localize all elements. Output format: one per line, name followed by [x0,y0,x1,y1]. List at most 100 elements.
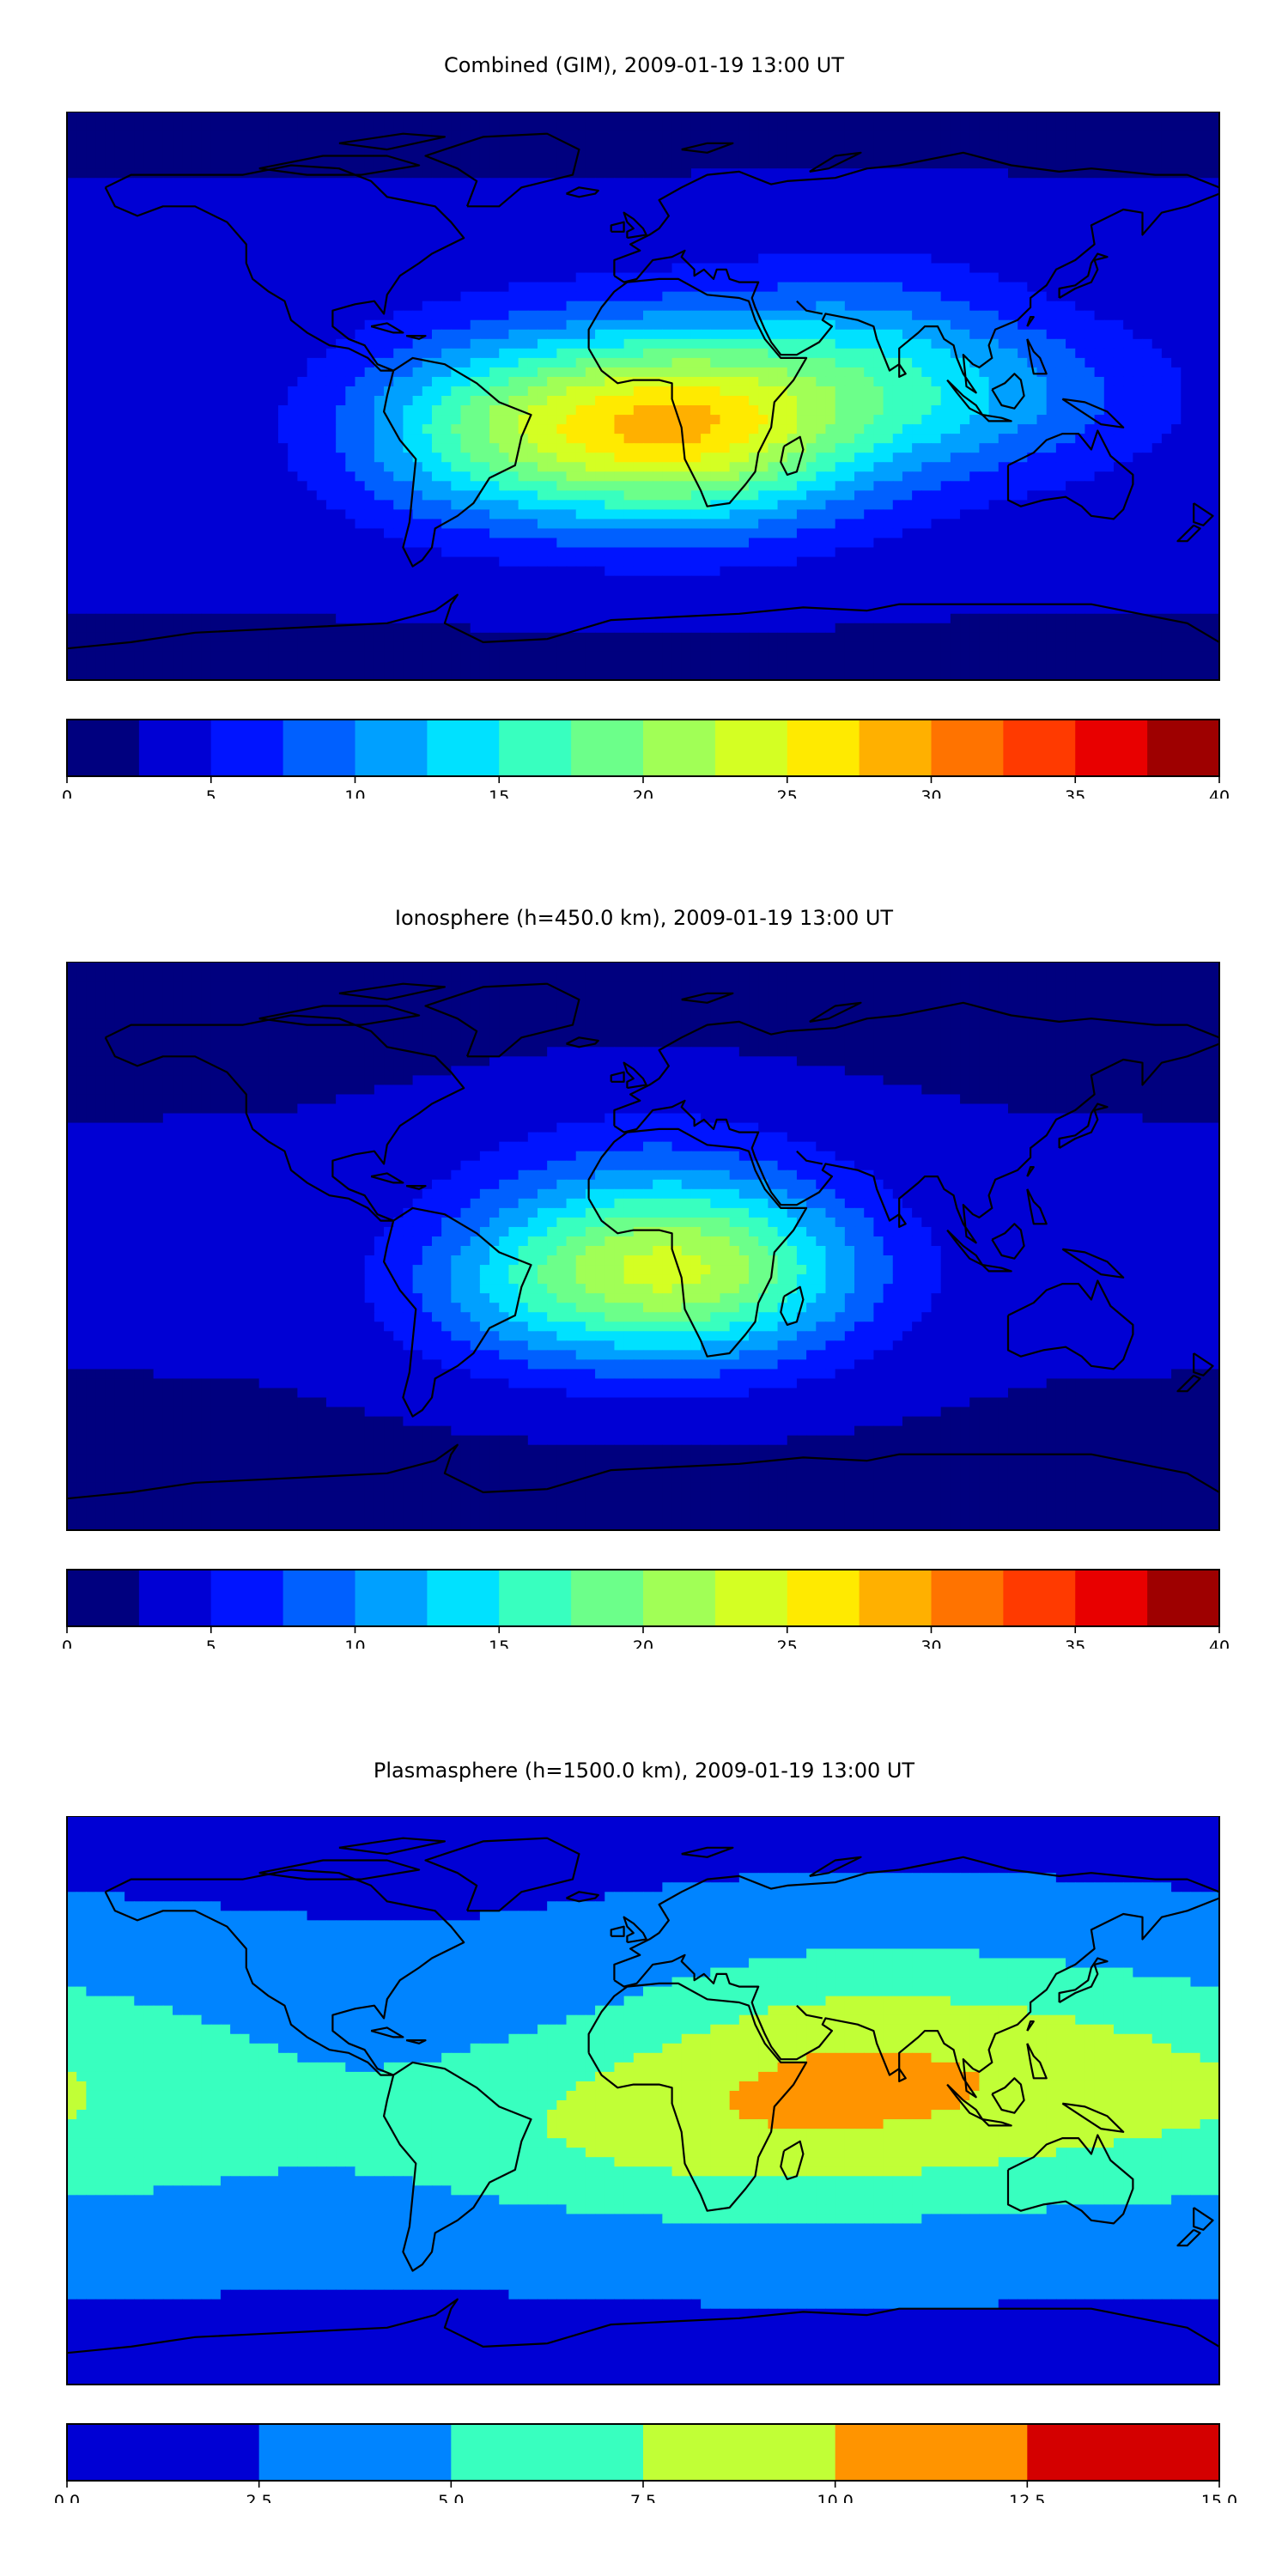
heatmap-cell [998,149,1009,160]
heatmap-cell [768,500,779,510]
heatmap-cell [268,396,279,406]
heatmap-cell [873,405,884,416]
heatmap-cell [297,282,308,293]
heatmap-cell [67,453,77,463]
heatmap-cell [768,244,779,255]
heatmap-cell [518,319,529,331]
heatmap-cell [690,225,702,236]
heatmap-cell [191,424,203,434]
heatmap-cell [825,187,836,197]
heatmap-cell [633,310,644,321]
heatmap-cell [114,471,125,482]
heatmap-cell [1075,149,1086,160]
heatmap-cell [355,471,366,482]
heatmap-cell [1007,263,1018,274]
heatmap-cell [125,367,135,378]
heatmap-cell [114,376,125,387]
heatmap-cell [67,197,77,207]
heatmap-cell [738,149,750,160]
heatmap-cell [364,263,375,274]
heatmap-cell [191,396,203,406]
heatmap-cell [114,443,125,453]
heatmap-cell [86,462,97,472]
heatmap-cell [278,301,289,312]
heatmap-cell [1027,415,1038,425]
heatmap-cell [1084,168,1096,179]
heatmap-cell [749,131,759,141]
heatmap-cell [1181,140,1192,150]
heatmap-cell [86,301,97,312]
heatmap-cell [201,149,212,160]
heatmap-cell [489,112,500,122]
heatmap-cell [403,263,414,274]
heatmap-cell [105,263,116,274]
heatmap-cell [768,357,779,368]
heatmap-cell [614,500,625,510]
heatmap-cell [806,216,817,226]
heatmap-cell [681,178,692,188]
heatmap-cell [384,291,394,302]
heatmap-cell [1190,149,1201,160]
heatmap-cell [134,348,145,359]
heatmap-cell [1190,234,1201,246]
heatmap-cell [758,234,769,246]
heatmap-cell [566,282,577,293]
heatmap-cell [537,216,548,226]
heatmap-cell [1018,443,1028,453]
heatmap-cell [1018,490,1028,501]
heatmap-cell [969,272,981,283]
heatmap-cell [816,149,827,160]
heatmap-cell [844,443,855,453]
heatmap-cell [873,348,884,359]
heatmap-cell [556,310,568,321]
heatmap-cell [1066,462,1076,472]
heatmap-cell [1103,112,1115,122]
heatmap-cell [220,206,231,216]
heatmap-cell [1103,121,1115,131]
heatmap-cell [451,149,462,160]
heatmap-cell [1018,481,1028,491]
heatmap-cell [316,301,327,312]
heatmap-cell [1075,319,1086,331]
heatmap-cell [1142,348,1153,359]
heatmap-cell [931,453,942,463]
heatmap-cell [585,225,596,236]
heatmap-cell [1055,301,1066,312]
heatmap-cell [173,187,183,197]
heatmap-cell [499,253,510,264]
heatmap-cell [1142,376,1153,387]
heatmap-cell [114,187,125,197]
heatmap-cell [297,206,308,216]
heatmap-cell [1103,244,1115,255]
heatmap-cell [738,319,750,331]
heatmap-cell [1027,319,1038,331]
heatmap-cell [662,386,673,397]
heatmap-cell [806,424,817,434]
heatmap-cell [1190,434,1201,444]
heatmap-cell [499,471,510,482]
heatmap-cell [307,244,318,255]
heatmap-cell [662,348,673,359]
heatmap-cell [268,310,279,321]
heatmap-cell [643,225,653,236]
heatmap-cell [623,329,635,340]
heatmap-cell [777,263,788,274]
heatmap-cell [297,386,308,397]
heatmap-cell [988,301,999,312]
heatmap-cell [325,434,337,444]
heatmap-cell [1018,462,1028,472]
heatmap-cell [575,434,586,444]
heatmap-cell [1018,206,1028,216]
heatmap-cell [825,225,836,236]
heatmap-cell [288,481,298,491]
heatmap-cell [162,434,173,444]
heatmap-cell [585,434,596,444]
heatmap-cell [499,329,510,340]
heatmap-cell [297,216,308,226]
heatmap-cell [950,112,961,122]
heatmap-cell [988,424,999,434]
heatmap-cell [912,443,922,453]
heatmap-cell [201,481,212,491]
heatmap-cell [1133,197,1144,207]
heatmap-cell [681,244,692,255]
